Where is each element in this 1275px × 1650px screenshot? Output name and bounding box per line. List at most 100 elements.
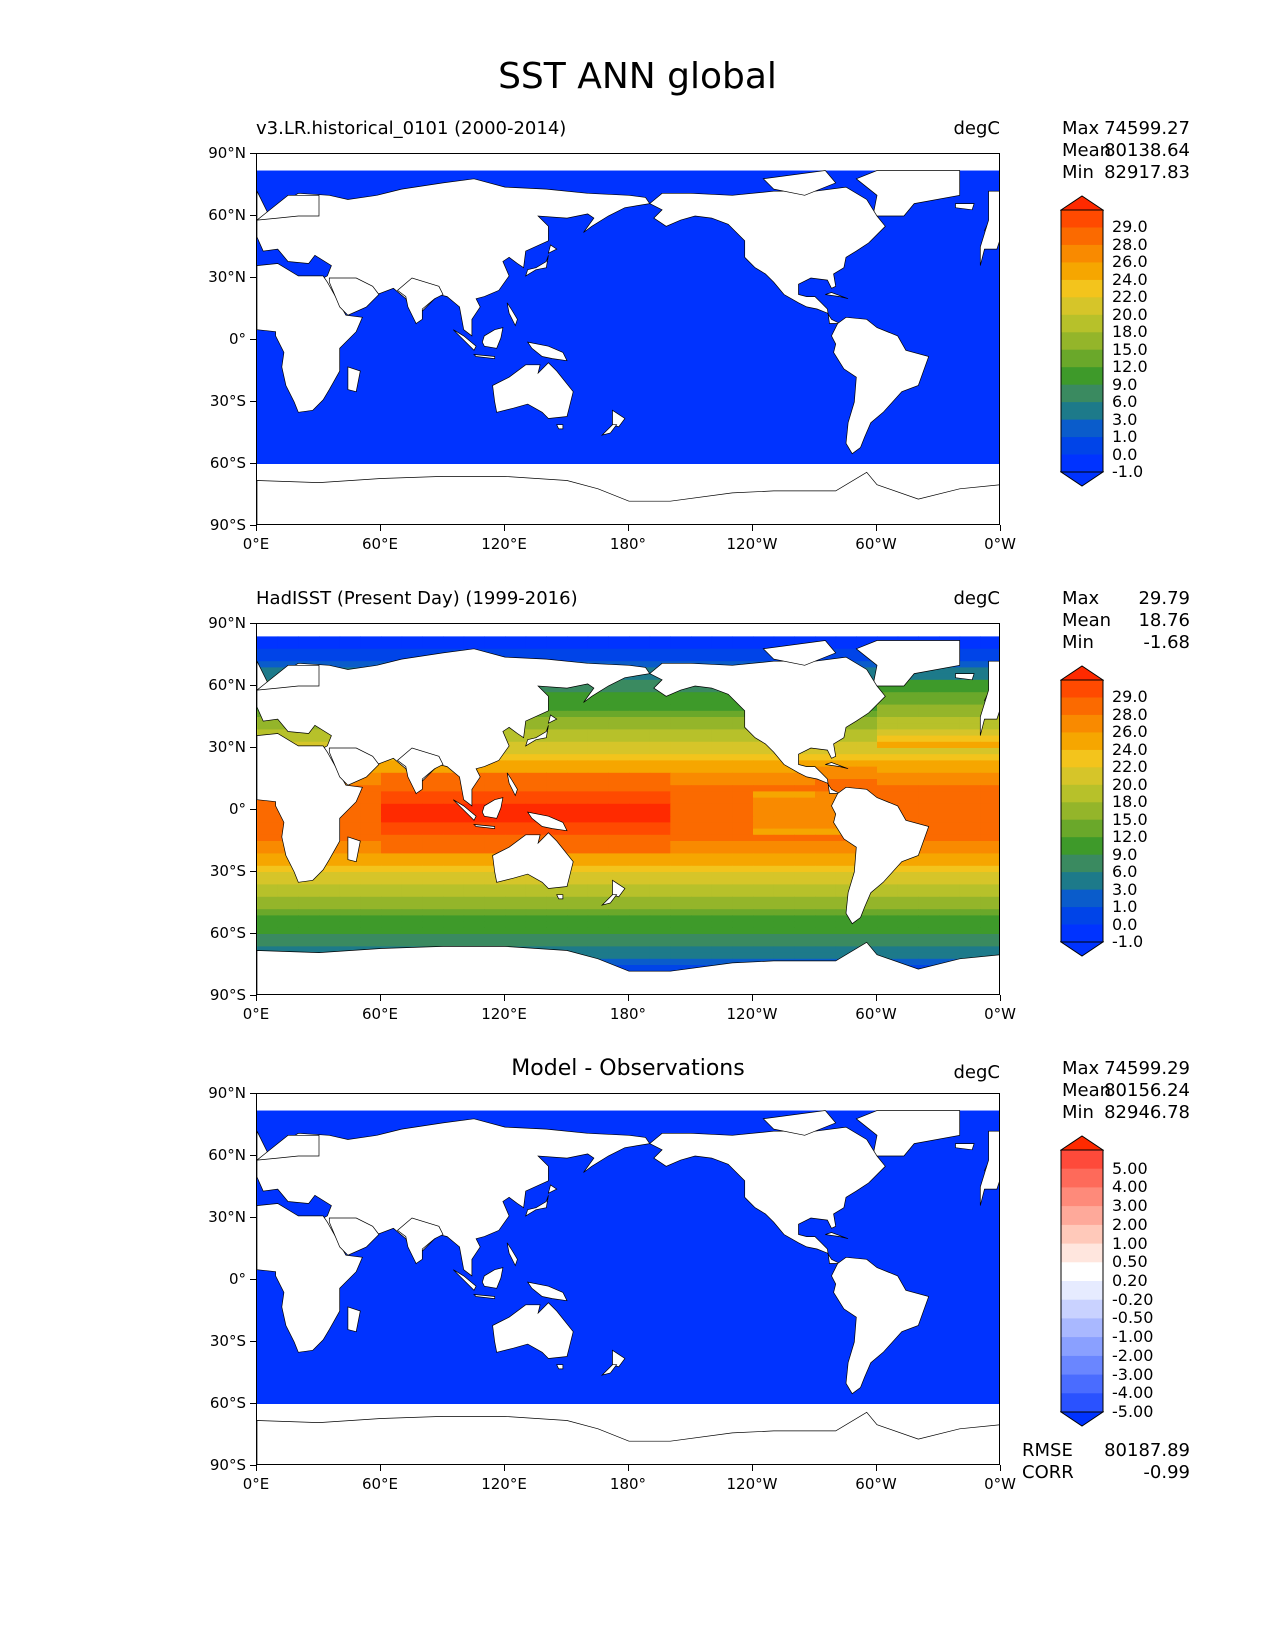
- sst-cell: [381, 785, 403, 792]
- x-tick-mark: [876, 525, 877, 531]
- colorbar-segment: [1061, 784, 1103, 803]
- sst-cell: [877, 741, 899, 749]
- sst-cell: [319, 896, 341, 904]
- sst-cell: [918, 735, 940, 743]
- sst-cell: [939, 729, 961, 737]
- sst-cell: [505, 760, 527, 768]
- land-mass: [257, 664, 320, 691]
- land-mass: [612, 1349, 626, 1368]
- sst-cell: [711, 847, 733, 854]
- sst-cell: [835, 934, 857, 941]
- sst-cell: [463, 853, 485, 861]
- sst-cell: [897, 896, 919, 904]
- sst-cell: [835, 853, 857, 861]
- sst-cell: [753, 884, 775, 892]
- sst-cell: [815, 766, 837, 774]
- sst-cell: [670, 766, 692, 774]
- sst-cell: [732, 909, 754, 916]
- sst-cell: [918, 853, 940, 861]
- sst-cell: [753, 934, 775, 941]
- sst-cell: [939, 692, 961, 699]
- stat-rmse: RMSE 80187.89: [1022, 1440, 1190, 1461]
- sst-cell: [980, 748, 999, 755]
- sst-cell: [794, 921, 816, 929]
- y-tick-mark: [250, 1465, 256, 1466]
- land-mass: [257, 263, 363, 413]
- sst-cell: [711, 692, 733, 699]
- sst-cell: [856, 766, 878, 774]
- sst-cell: [918, 692, 940, 699]
- land-mass: [762, 1110, 837, 1136]
- colorbar-segment: [1061, 889, 1103, 908]
- sst-cell: [567, 903, 589, 910]
- sst-cell: [877, 884, 899, 892]
- sst-cell: [587, 754, 609, 761]
- sst-cell: [918, 686, 940, 693]
- sst-cell: [463, 934, 485, 941]
- sst-cell: [587, 735, 609, 743]
- sst-cell: [649, 847, 671, 854]
- sst-cell: [339, 921, 361, 929]
- sst-cell: [773, 636, 795, 644]
- y-tick-label: 30°S: [209, 392, 246, 410]
- sst-cell: [711, 946, 733, 954]
- sst-cell: [732, 779, 754, 786]
- sst-cell: [918, 698, 940, 706]
- sst-cell: [484, 841, 506, 848]
- sst-cell: [608, 729, 630, 737]
- sst-cell: [980, 729, 999, 737]
- colorbar-segment: [1061, 680, 1103, 698]
- land-mass: [855, 1110, 961, 1157]
- sst-cell: [959, 741, 981, 749]
- sst-cell: [670, 772, 692, 780]
- sst-cell: [711, 872, 733, 879]
- sst-cell: [298, 934, 320, 941]
- sst-cell: [794, 952, 816, 960]
- sst-cell: [422, 797, 444, 805]
- sst-cell: [856, 717, 878, 724]
- sst-cell: [897, 878, 919, 885]
- colorbar-segment: [1061, 297, 1103, 316]
- sst-cell: [360, 934, 382, 941]
- sst-cell: [277, 890, 299, 898]
- sst-cell: [587, 785, 609, 792]
- land-mass: [473, 354, 496, 359]
- sst-cell: [257, 865, 279, 873]
- sst-cell: [629, 940, 651, 947]
- sst-cell: [649, 903, 671, 910]
- sst-cell: [608, 822, 630, 830]
- colorbar-tick-label: 20.0: [1112, 774, 1148, 794]
- sst-cell: [959, 785, 981, 792]
- sst-cell: [732, 642, 754, 650]
- sst-cell: [505, 896, 527, 904]
- sst-cell: [546, 896, 568, 904]
- land-mass: [257, 1411, 999, 1464]
- sst-cell: [856, 760, 878, 768]
- sst-cell: [629, 636, 651, 644]
- sst-cell: [939, 828, 961, 836]
- sst-cell: [732, 748, 754, 755]
- sst-cell: [794, 859, 816, 867]
- sst-cell: [980, 785, 999, 792]
- sst-cell: [505, 642, 527, 650]
- colorbar-segment: [1061, 749, 1103, 768]
- sst-cell: [629, 791, 651, 799]
- land-mass: [526, 341, 568, 362]
- sst-cell: [525, 878, 547, 885]
- sst-cell: [959, 692, 981, 699]
- sst-cell: [897, 748, 919, 755]
- land-mass: [506, 302, 518, 327]
- sst-cell: [608, 909, 630, 916]
- sst-cell: [794, 803, 816, 811]
- x-tick-mark: [1000, 995, 1001, 1001]
- sst-cell: [753, 828, 775, 836]
- colorbar-segment: [1061, 854, 1103, 873]
- sst-cell: [443, 865, 465, 873]
- sst-cell: [897, 940, 919, 947]
- sst-cell: [732, 927, 754, 935]
- sst-cell: [691, 822, 713, 830]
- sst-cell: [629, 741, 651, 749]
- sst-cell: [339, 909, 361, 916]
- sst-cell: [525, 717, 547, 724]
- colorbar-tick-label: 0.50: [1112, 1252, 1148, 1272]
